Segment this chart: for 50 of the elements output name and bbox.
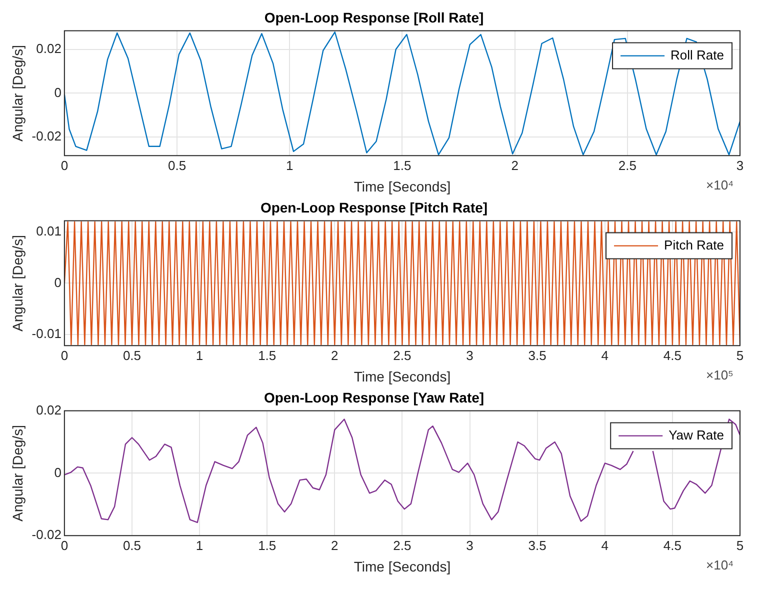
chart-title: Open-Loop Response [Roll Rate] [264,9,484,26]
x-tick-label: 2 [331,348,338,363]
y-axis-title: Angular [Deg/s] [9,424,26,522]
x-tick-label: 4.5 [663,538,682,553]
y-tick-label: 0 [54,274,62,290]
x-tick-label: 3.5 [528,538,546,553]
legend-label: Roll Rate [670,47,724,62]
x-tick-label: 1 [196,348,204,363]
chart-title: Open-Loop Response [Yaw Rate] [264,389,484,406]
x-tick-label: 1 [286,158,294,173]
x-tick-label: 3 [466,348,474,363]
x-tick-label: 3.5 [528,348,546,363]
x-tick-label: 5 [736,348,744,363]
y-tick-label: -0.01 [32,326,62,341]
x-tick-label: 5 [736,538,744,553]
x-tick-label: 3 [466,538,474,553]
legend-label: Yaw Rate [668,427,724,442]
x-tick-label: 3 [736,158,744,173]
text: ×10⁵ [706,368,734,383]
legend-label: Pitch Rate [664,237,724,252]
text: ×10⁴ [706,178,734,193]
x-axis-title: Time [Seconds] [354,368,451,384]
x-tick-label: 4.5 [663,348,682,363]
x-tick-label: 4 [601,348,609,363]
x-tick-label: 2.5 [618,158,636,173]
y-tick-label: 0.02 [36,40,62,56]
x-axis-title: Time [Seconds] [354,558,451,574]
x-tick-label: 1.5 [393,158,412,173]
x-tick-label: 1.5 [258,538,276,553]
x-tick-label: 2 [331,538,338,553]
x-tick-label: 1 [196,538,204,553]
x-tick-label: 2 [511,158,518,173]
x-tick-label: 0.5 [168,158,186,173]
y-tick-label: 0.02 [36,402,62,418]
y-tick-label: -0.02 [32,527,62,542]
x-tick-label: 0.5 [122,348,142,363]
text: ×10⁴ [706,558,734,573]
x-tick-label: 1.5 [258,348,276,363]
y-tick-label: 0 [54,464,62,480]
x-tick-label: 0.5 [122,538,142,553]
x-tick-label: 4 [601,538,609,553]
y-tick-label: -0.02 [32,128,62,144]
x-tick-label: 2.5 [393,538,412,553]
y-axis-title: Angular [Deg/s] [9,44,26,142]
y-tick-label: 0.01 [36,224,62,239]
y-axis-title: Angular [Deg/s] [9,234,26,332]
x-tick-label: 2.5 [393,348,412,363]
chart-title: Open-Loop Response [Pitch Rate] [260,199,488,216]
y-tick-label: 0 [54,84,62,100]
x-axis-title: Time [Seconds] [354,178,451,194]
